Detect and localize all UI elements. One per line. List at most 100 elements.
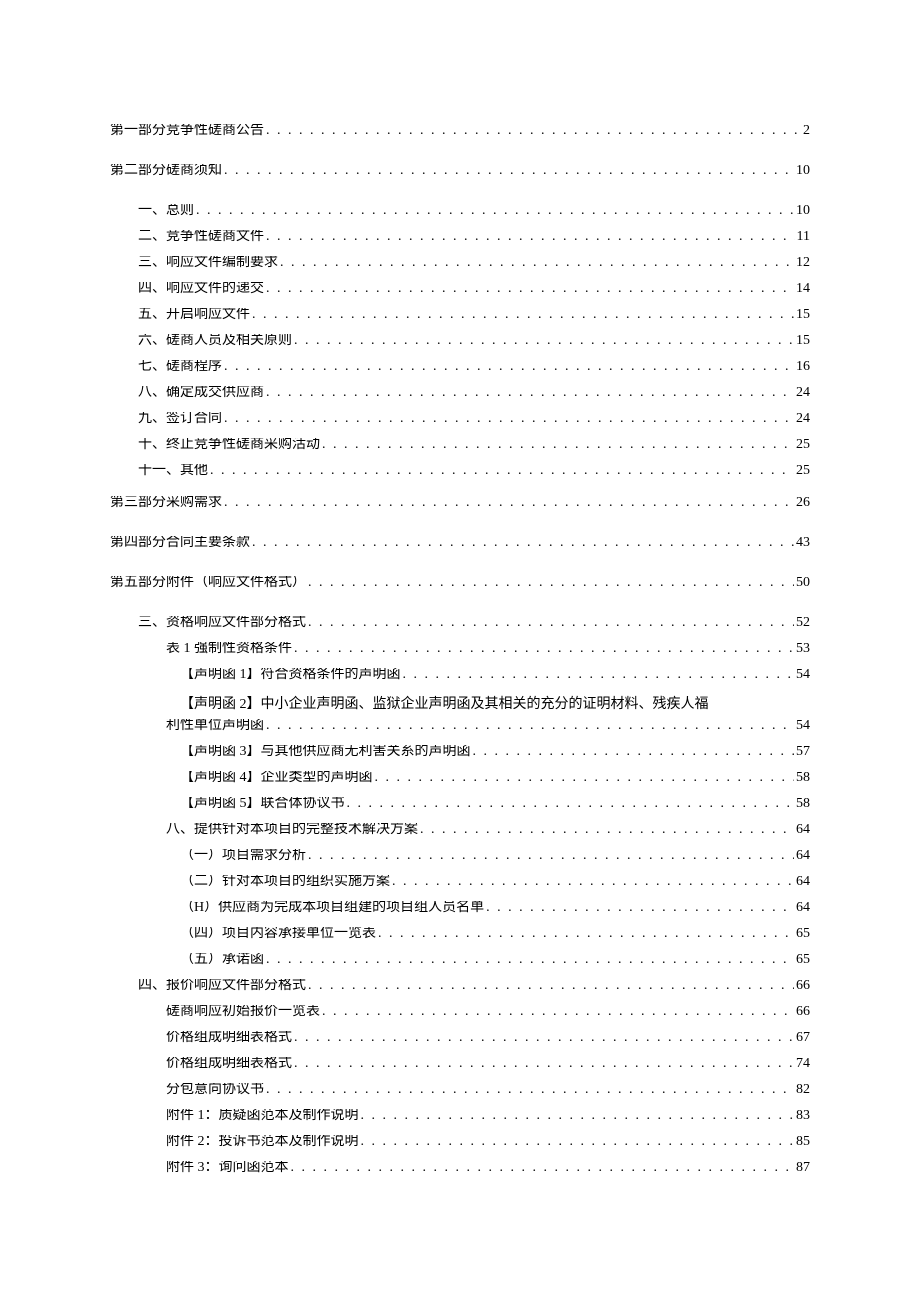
toc-label: 九、签订合同 <box>138 412 222 426</box>
toc-page-number: 85 <box>796 1135 810 1149</box>
toc-label: 一、总则 <box>138 204 194 218</box>
toc-entry: 八、提供针对本项目的完整技术解决方案 64 <box>166 823 810 837</box>
toc-page-number: 66 <box>796 1005 810 1019</box>
toc-page-number: 26 <box>796 496 810 510</box>
toc-label: 第五部分附件（响应文件格式） <box>110 576 306 590</box>
toc-entry: 八、确定成交供应商 24 <box>138 386 810 400</box>
toc-page-number: 43 <box>796 536 810 550</box>
toc-leader <box>224 496 794 510</box>
toc-page-number: 2 <box>803 124 810 138</box>
toc-leader <box>486 901 794 915</box>
toc-entry: 第三部分采购需求 26 <box>110 496 810 510</box>
toc-label: 第二部分磋商须知 <box>110 164 222 178</box>
toc-page-number: 50 <box>796 576 810 590</box>
toc-leader <box>266 953 794 967</box>
toc-leader <box>210 464 794 478</box>
toc-entry: 七、磋商程序 16 <box>138 360 810 374</box>
toc-entry: 六、磋商人员及相关原则 15 <box>138 334 810 348</box>
toc-page-number: 64 <box>796 875 810 889</box>
toc-page-number: 67 <box>796 1031 810 1045</box>
toc-entry: 十一、其他 25 <box>138 464 810 478</box>
toc-page-number: 82 <box>796 1083 810 1097</box>
toc-label: 二、竞争性磋商文件 <box>138 230 264 244</box>
toc-label: 三、资格响应文件部分格式 <box>138 616 306 630</box>
toc-leader <box>266 719 794 733</box>
toc-page-number: 12 <box>796 256 810 270</box>
toc-leader <box>308 616 794 630</box>
toc-page-number: 11 <box>797 230 810 244</box>
toc-entry: （五）承诺函 65 <box>180 953 810 967</box>
toc-label: 价格组成明细表格式 <box>166 1057 292 1071</box>
toc-page-number: 25 <box>796 464 810 478</box>
toc-entry: （一）项目需求分析 64 <box>180 849 810 863</box>
toc-entry: （二）针对本项目的组织实施方案 64 <box>180 875 810 889</box>
toc-page-number: 24 <box>796 412 810 426</box>
toc-entry: 价格组成明细表格式 74 <box>166 1057 810 1071</box>
toc-entry: 第二部分磋商须知 10 <box>110 164 810 178</box>
toc-entry: 【声明函 3】与其他供应商无利害关系的声明函 57 <box>180 745 810 759</box>
toc-entry: （四）项目内容承接单位一览表 65 <box>180 927 810 941</box>
toc-leader <box>392 875 794 889</box>
toc-leader <box>361 1135 795 1149</box>
toc-page-number: 52 <box>796 616 810 630</box>
toc-page-number: 54 <box>796 719 810 733</box>
toc-leader <box>266 282 794 296</box>
toc-entry: 表 1 强制性资格条件 53 <box>166 642 810 656</box>
toc-page-number: 58 <box>796 771 810 785</box>
toc-label: 分包意向协议书 <box>166 1083 264 1097</box>
toc-entry: 三、响应文件编制要求 12 <box>138 256 810 270</box>
toc-page-number: 10 <box>796 204 810 218</box>
toc-entry: 四、报价响应文件部分格式 66 <box>138 979 810 993</box>
toc-leader <box>291 1161 795 1175</box>
toc-page-number: 54 <box>796 668 810 682</box>
toc-label: 附件 2：投诉书范本及制作说明 <box>166 1135 359 1149</box>
toc-leader <box>420 823 794 837</box>
toc-label: 【声明函 3】与其他供应商无利害关系的声明函 <box>180 745 471 759</box>
toc-page-number: 87 <box>796 1161 810 1175</box>
toc-entry-wrapped-line2: 利性单位声明函 54 <box>166 719 810 733</box>
toc-page-number: 24 <box>796 386 810 400</box>
toc-label: 利性单位声明函 <box>166 719 264 733</box>
toc-page-number: 65 <box>796 953 810 967</box>
toc-entry: 四、响应文件的递交 14 <box>138 282 810 296</box>
toc-entry: 【声明函 4】企业类型的声明函 58 <box>180 771 810 785</box>
toc-label: 四、响应文件的递交 <box>138 282 264 296</box>
toc-label: （一）项目需求分析 <box>180 849 306 863</box>
toc-entry: 第一部分竞争性磋商公告 2 <box>110 124 810 138</box>
toc-leader <box>308 849 794 863</box>
toc-leader <box>196 204 794 218</box>
toc-page-number: 64 <box>796 849 810 863</box>
toc-leader <box>294 1057 794 1071</box>
toc-label: （四）项目内容承接单位一览表 <box>180 927 376 941</box>
toc-page-number: 66 <box>796 979 810 993</box>
toc-label: 八、提供针对本项目的完整技术解决方案 <box>166 823 418 837</box>
toc-page-number: 58 <box>796 797 810 811</box>
toc-label: 表 1 强制性资格条件 <box>166 642 292 656</box>
toc-label: 【声明函 1】符合资格条件的声明函 <box>180 668 401 682</box>
toc-label: 磋商响应初始报价一览表 <box>166 1005 320 1019</box>
toc-leader <box>375 771 795 785</box>
toc-page-number: 15 <box>796 334 810 348</box>
toc-entry: 分包意向协议书 82 <box>166 1083 810 1097</box>
toc-label: （五）承诺函 <box>180 953 264 967</box>
toc-label: 六、磋商人员及相关原则 <box>138 334 292 348</box>
toc-entry: 附件 2：投诉书范本及制作说明 85 <box>166 1135 810 1149</box>
toc-label: 十一、其他 <box>138 464 208 478</box>
toc-leader <box>378 927 794 941</box>
toc-leader <box>224 360 794 374</box>
toc-entry: 第四部分合同主要条款 43 <box>110 536 810 550</box>
toc-label: 八、确定成交供应商 <box>138 386 264 400</box>
toc-label: 第三部分采购需求 <box>110 496 222 510</box>
toc-page-number: 16 <box>796 360 810 374</box>
toc-leader <box>294 334 794 348</box>
toc-entry: 附件 1：质疑函范本及制作说明 83 <box>166 1109 810 1123</box>
toc-page-number: 53 <box>796 642 810 656</box>
toc-label: 七、磋商程序 <box>138 360 222 374</box>
toc-entry: 【声明函 5】联合体协议书 58 <box>180 797 810 811</box>
toc-entry: 二、竞争性磋商文件 11 <box>138 230 810 244</box>
toc-leader <box>308 576 794 590</box>
toc-label: 第一部分竞争性磋商公告 <box>110 124 264 138</box>
toc-page-number: 57 <box>796 745 810 759</box>
toc-entry: 磋商响应初始报价一览表 66 <box>166 1005 810 1019</box>
toc-entry: 五、开启响应文件 15 <box>138 308 810 322</box>
